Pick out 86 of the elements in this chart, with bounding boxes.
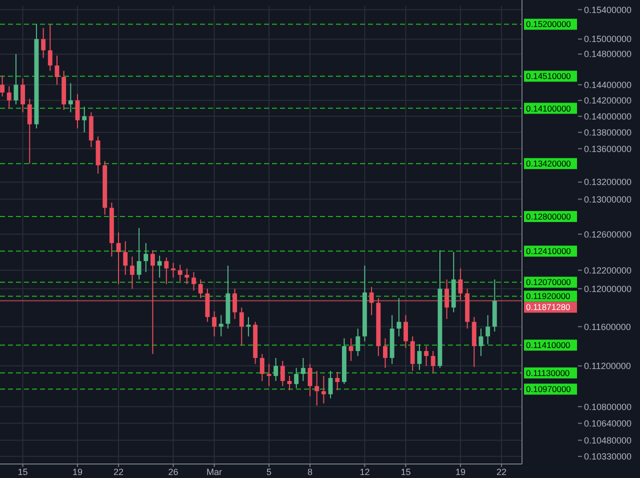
candlestick <box>54 55 60 86</box>
candlestick <box>116 232 121 285</box>
candlestick <box>68 82 73 113</box>
y-tick-label: 0.11200000 <box>584 361 631 372</box>
candlestick <box>239 307 244 346</box>
ref-line-label: 0.11871280 <box>526 302 571 312</box>
x-tick-label: 22 <box>496 467 506 477</box>
y-tick-label: 0.10330000 <box>584 452 632 462</box>
y-tick-label: 0.14000000 <box>584 111 632 122</box>
x-tick-label: 19 <box>72 467 83 477</box>
candlestick <box>396 298 402 337</box>
candlestick <box>130 256 134 290</box>
candlestick <box>274 357 278 382</box>
y-tick-label: 0.10640000 <box>584 418 632 428</box>
ref-line-label: 0.13420000 <box>526 158 572 169</box>
y-tick-label: 0.10480000 <box>584 435 632 446</box>
candlestick <box>198 278 203 299</box>
ref-line-label: 0.11410000 <box>526 340 571 350</box>
candlestick <box>383 338 388 368</box>
ref-line-label: 0.12410000 <box>526 246 572 256</box>
candlestick <box>123 240 128 276</box>
y-tick-label: 0.11600000 <box>584 322 631 332</box>
x-tick-label: 15 <box>18 467 28 477</box>
y-tick-label: 0.14800000 <box>584 49 632 60</box>
candlestick <box>164 256 169 285</box>
candlestick <box>75 94 80 129</box>
y-tick-label: 0.13800000 <box>584 128 632 138</box>
y-tick-label: 0.14400000 <box>584 80 632 90</box>
y-tick-label: 0.12000000 <box>584 284 632 294</box>
y-tick-label: 0.12200000 <box>584 265 632 276</box>
candlestick <box>486 314 490 345</box>
candlestick <box>14 54 18 105</box>
x-tick-label: Mar <box>206 467 222 477</box>
candlestick <box>410 336 415 372</box>
candlestick <box>184 268 190 285</box>
ref-line-label: 0.10970000 <box>526 384 572 394</box>
candlestick <box>157 255 162 278</box>
ref-line-label: 0.11920000 <box>526 291 571 302</box>
x-tick-label: 15 <box>400 467 411 477</box>
candlestick <box>6 86 12 109</box>
candlestick <box>430 350 436 374</box>
candlestick <box>82 106 87 133</box>
candlestick <box>417 344 422 370</box>
x-tick-label: 22 <box>114 467 124 477</box>
x-tick-label: 26 <box>168 467 178 477</box>
candlestick <box>356 328 360 356</box>
candlestick <box>212 310 216 337</box>
ref-line-label: 0.11130000 <box>526 368 570 378</box>
ref-line-label: 0.14100000 <box>526 103 572 114</box>
y-tick-label: 0.15400000 <box>584 4 632 15</box>
candlestick <box>246 316 251 337</box>
x-tick-label: 8 <box>308 467 313 477</box>
candlestick <box>260 354 264 382</box>
y-tick-label: 0.13600000 <box>584 144 632 154</box>
y-tick-label: 0.14200000 <box>584 96 632 106</box>
candlestick <box>192 272 196 292</box>
candlestick <box>478 328 484 356</box>
ref-line-label: 0.12800000 <box>526 212 572 222</box>
x-tick-label: 19 <box>455 467 466 477</box>
y-tick-label: 0.13000000 <box>584 194 632 204</box>
y-tick-label: 0.12600000 <box>584 229 632 240</box>
candlestick <box>300 357 306 382</box>
candlestick <box>314 370 320 406</box>
x-tick-label: 12 <box>360 467 370 477</box>
candlestick <box>0 74 4 97</box>
candlestick <box>404 314 408 349</box>
ref-line-label: 0.12070000 <box>526 277 572 288</box>
candlestick <box>144 242 148 273</box>
candlestick <box>178 264 182 282</box>
candlestick <box>294 367 299 389</box>
candlestick <box>424 346 428 366</box>
candlestick <box>41 27 46 58</box>
candlestick <box>280 360 285 387</box>
candlestick <box>136 227 142 280</box>
y-tick-label: 0.10800000 <box>584 402 632 412</box>
ref-line-label: 0.15200000 <box>526 19 572 30</box>
candlestick <box>335 371 340 391</box>
y-tick-label: 0.13200000 <box>584 177 632 188</box>
candlestick <box>348 338 354 362</box>
y-tick-label: 0.15000000 <box>584 34 632 44</box>
ref-line-label: 0.14510000 <box>526 71 572 82</box>
candlestick <box>27 98 32 164</box>
candlestick <box>20 78 26 113</box>
x-tick-label: 5 <box>266 467 272 477</box>
candlestick <box>321 375 326 404</box>
candlestick <box>48 24 52 72</box>
